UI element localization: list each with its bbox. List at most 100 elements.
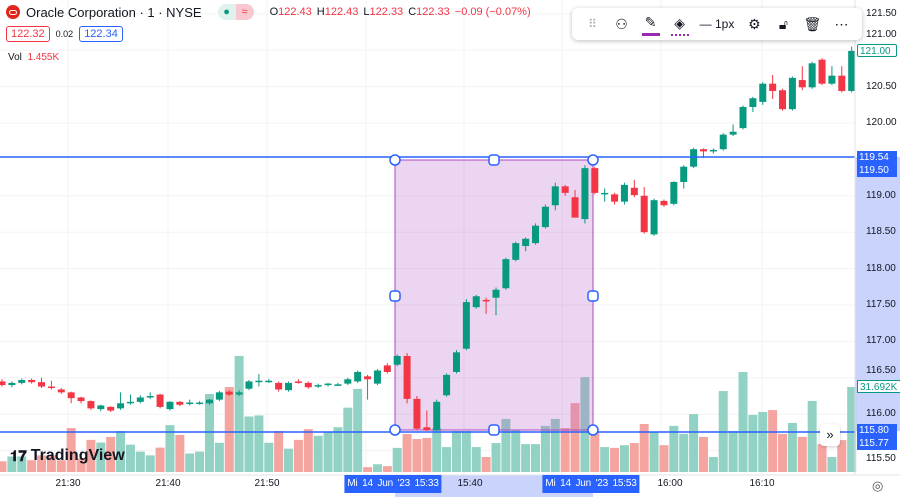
corner-handle[interactable]	[587, 424, 599, 436]
time-tick: 16:10	[749, 478, 775, 489]
volume-bar	[293, 439, 303, 472]
price-tick: 115.50	[866, 452, 896, 464]
candle-body	[294, 381, 302, 383]
volume-bar	[432, 428, 442, 472]
candle-body	[601, 192, 609, 195]
candle	[650, 198, 658, 236]
volume-bar	[728, 430, 738, 472]
candle-body	[769, 83, 777, 91]
tradingview-logo[interactable]: 𝟏𝟕 TradingView	[10, 447, 125, 465]
candle	[265, 379, 273, 383]
volume-bar	[550, 418, 560, 472]
buy-button[interactable]: 122.34	[79, 26, 123, 42]
scroll-to-realtime-button[interactable]: »	[820, 424, 840, 446]
volume-bar	[778, 433, 788, 472]
candle	[522, 237, 530, 252]
volume-bar	[422, 437, 432, 472]
candle	[334, 382, 342, 386]
resize-handle[interactable]	[587, 290, 599, 302]
time-tick: 21:30	[55, 478, 81, 489]
candle	[117, 392, 125, 410]
volume-bar	[264, 442, 274, 472]
change-value: −0.09 (−0.07%)	[454, 6, 531, 18]
volume-bar	[333, 427, 343, 472]
add-to-template-icon[interactable]: ⚇	[615, 15, 628, 32]
candle-body	[848, 50, 856, 91]
candle-body	[818, 59, 826, 84]
volume-bar	[274, 430, 284, 472]
line-width-button[interactable]: — 1px	[699, 17, 735, 31]
candle-body	[551, 186, 559, 206]
resize-handle[interactable]	[488, 154, 500, 166]
market-open-dot-icon: ●	[217, 4, 236, 20]
candle	[314, 383, 322, 388]
candle	[0, 379, 6, 387]
lock-icon[interactable]: 🔓︎	[778, 15, 788, 32]
candle	[620, 182, 628, 205]
candle-body	[265, 380, 273, 383]
candle	[18, 378, 26, 385]
drag-handle-icon[interactable]: ⠿	[588, 17, 597, 31]
candle	[848, 46, 856, 93]
volume-bar	[195, 451, 205, 472]
corner-handle[interactable]	[389, 424, 401, 436]
volume-bar	[392, 447, 402, 472]
candle	[779, 88, 787, 111]
volume-bar	[738, 372, 748, 472]
pencil-icon[interactable]: ✎	[641, 12, 660, 36]
range-start-time-label: Mi 14 Jun '23 15:33	[344, 475, 442, 493]
volume-bar	[165, 425, 175, 472]
candle	[571, 189, 579, 218]
candle	[176, 401, 184, 407]
more-icon[interactable]: ⋯	[834, 15, 849, 32]
candle	[759, 82, 767, 105]
candle-body	[0, 381, 6, 386]
spread-value: 0.02	[55, 29, 74, 39]
candle-body	[136, 397, 144, 402]
time-tick: 21:50	[254, 478, 280, 489]
candle-body	[729, 131, 737, 135]
resize-handle[interactable]	[488, 424, 500, 436]
price-tick: 117.50	[866, 299, 896, 310]
candle-body	[314, 385, 322, 387]
price-tick: 120.00	[866, 117, 897, 128]
corner-handle[interactable]	[587, 154, 599, 166]
candle-body	[462, 302, 470, 349]
time-tick: 21:40	[155, 478, 181, 489]
candle-body	[680, 166, 688, 182]
candle	[403, 353, 411, 404]
volume-bar	[629, 443, 639, 472]
volume-bar	[827, 456, 837, 472]
volume-bar	[521, 444, 531, 472]
fill-icon[interactable]: ◈	[670, 12, 689, 36]
settings-icon[interactable]: ⚙	[748, 15, 761, 32]
corner-handle[interactable]	[389, 154, 401, 166]
volume-bar	[313, 435, 323, 472]
delete-icon[interactable]: 🗑︎	[803, 15, 822, 32]
price-tick: 116.00	[866, 408, 896, 420]
candle-body	[47, 386, 55, 389]
candle-body	[522, 238, 530, 247]
candle	[690, 147, 698, 169]
resize-handle[interactable]	[389, 290, 401, 302]
symbol-title[interactable]: Oracle Corporation · 1 · NYSE	[26, 4, 202, 20]
status-pill[interactable]: ● ≈	[217, 4, 254, 20]
candle	[136, 395, 144, 404]
volume-bar	[96, 442, 106, 472]
candle-body	[472, 296, 480, 308]
candle-body	[38, 382, 46, 387]
candle-body	[502, 259, 510, 289]
candle	[215, 390, 223, 402]
sell-button[interactable]: 122.32	[6, 26, 50, 42]
candle-body	[87, 401, 95, 409]
volume-bar	[7, 456, 17, 472]
candle	[324, 382, 332, 387]
candle-body	[433, 401, 441, 431]
volume-bar	[442, 447, 452, 472]
volume-bar	[531, 444, 541, 472]
candle-body	[443, 374, 451, 396]
volume-bar	[748, 414, 758, 472]
axis-settings-icon[interactable]: ◎	[872, 478, 884, 493]
candle	[581, 165, 589, 224]
